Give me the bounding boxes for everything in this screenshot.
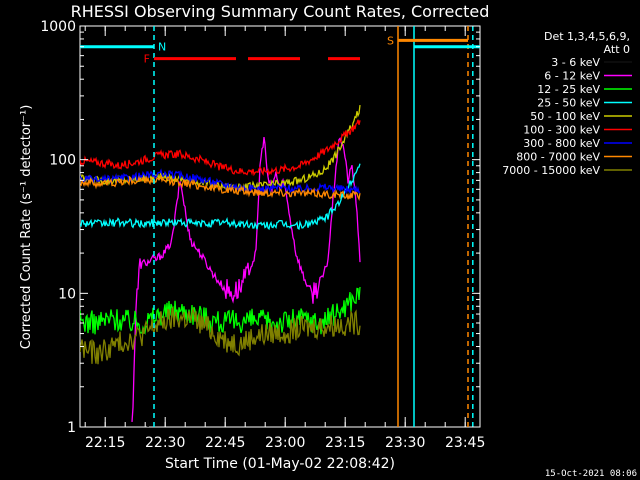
series-line-4 — [80, 105, 361, 192]
flag-label-flare: F — [144, 53, 150, 66]
legend-label: 50 - 100 keV — [530, 110, 600, 123]
x-tick-label: 23:00 — [265, 435, 305, 451]
x-tick-label: 22:30 — [145, 435, 185, 451]
flag-label-saa: S — [387, 34, 394, 47]
series-line-5 — [80, 119, 361, 177]
y-tick-label: 10 — [58, 286, 76, 302]
y-tick-label: 100 — [49, 153, 76, 169]
legend-header: Det 1,3,4,5,6,9, — [544, 30, 630, 43]
legend-label: 3 - 6 keV — [551, 56, 600, 69]
legend-label: 6 - 12 keV — [544, 70, 600, 83]
x-tick-label: 23:30 — [385, 435, 425, 451]
legend-label: 12 - 25 keV — [537, 83, 600, 96]
legend-label: 300 - 800 keV — [523, 137, 600, 150]
timestamp: 15-Oct-2021 08:06 — [545, 469, 637, 479]
y-axis-label: Corrected Count Rate (s⁻¹ detector⁻¹) — [19, 105, 34, 350]
flag-label-night: N — [158, 41, 166, 54]
x-axis-label: Start Time (01-May-02 22:08:42) — [165, 456, 395, 472]
series-line-0 — [147, 184, 361, 427]
legend-label: 25 - 50 keV — [537, 97, 600, 110]
x-tick-label: 23:45 — [445, 435, 485, 451]
y-tick-label: 1 — [67, 420, 76, 436]
x-axis: 22:15 22:30 22:45 23:00 23:15 23:30 23:45 — [84, 26, 485, 451]
plot-area: N S F — [79, 25, 481, 428]
legend-label: 100 - 300 keV — [523, 124, 600, 137]
series-line-7 — [80, 174, 361, 201]
x-tick-label: 23:15 — [325, 435, 365, 451]
legend-header: Att 0 — [604, 43, 630, 56]
series-line-1 — [131, 137, 361, 422]
series-line-8 — [80, 305, 361, 365]
legend-label: 7000 - 15000 keV — [502, 164, 600, 177]
x-tick-label: 22:45 — [205, 435, 245, 451]
series-line-3 — [80, 163, 361, 231]
y-axis: 1 10 100 1000 — [40, 19, 480, 436]
plot-frame — [79, 25, 481, 428]
legend-label: 800 - 7000 keV — [516, 151, 600, 164]
chart-title: RHESSI Observing Summary Count Rates, Co… — [71, 2, 490, 21]
series-line-2 — [80, 286, 361, 335]
x-tick-label: 22:15 — [85, 435, 125, 451]
y-tick-label: 1000 — [40, 19, 76, 35]
